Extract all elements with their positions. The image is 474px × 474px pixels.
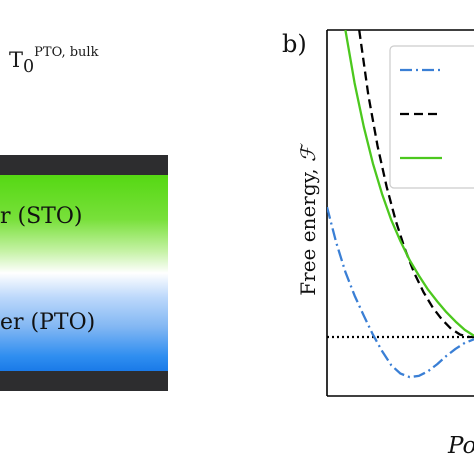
pto-layer	[0, 273, 168, 371]
temperature-label: T0PTO, bulk	[9, 45, 99, 78]
series-line-1	[327, 206, 474, 379]
bottom-electrode	[0, 371, 168, 391]
top-electrode	[0, 155, 168, 175]
legend-box	[389, 45, 474, 189]
sto-layer	[0, 175, 168, 273]
sto-layer-label: r (STO)	[0, 204, 83, 229]
pto-layer-label: er (PTO)	[0, 310, 96, 335]
temperature-superscript: PTO, bulk	[34, 45, 99, 60]
x-axis-label: Po	[448, 433, 474, 459]
layer-stack	[0, 155, 168, 391]
series-line-2	[358, 30, 474, 339]
temperature-subscript: 0	[23, 57, 35, 78]
panel-label-b: b)	[282, 30, 307, 58]
series-line-3	[344, 30, 474, 337]
temperature-base: T	[9, 48, 24, 72]
